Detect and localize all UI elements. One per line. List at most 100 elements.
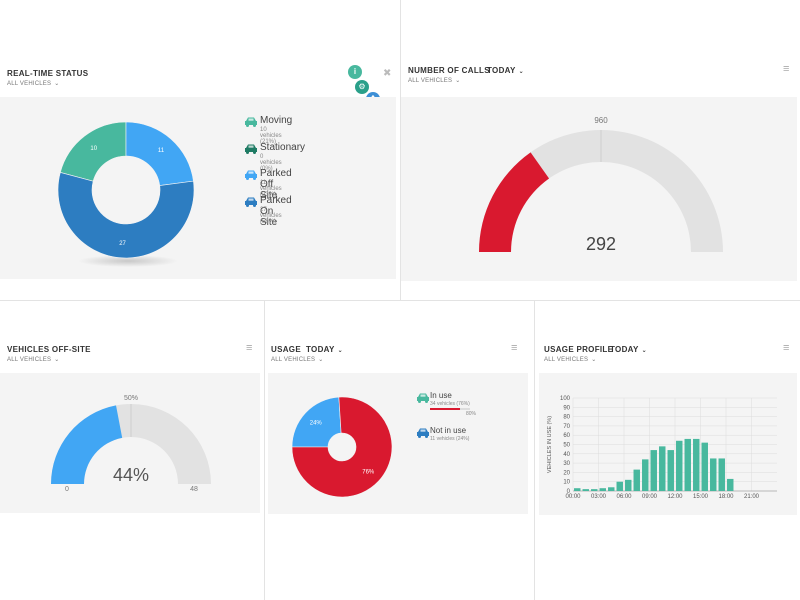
gear-icon: ⚙ <box>358 82 366 91</box>
legend-label: Parked On Site <box>260 194 292 228</box>
hamburger-menu-icon[interactable]: ≡ <box>511 342 518 354</box>
y-tick-label: 50 <box>563 443 570 449</box>
hamburger-menu-icon[interactable]: ≡ <box>246 342 253 354</box>
vehicle-filter-dropdown[interactable]: ALL VEHICLES ⌄ <box>408 77 460 84</box>
bar[interactable] <box>591 489 598 491</box>
title-text: USAGE <box>271 345 301 354</box>
widget-title: USAGE <box>271 345 301 354</box>
hamburger-menu-icon[interactable]: ≡ <box>783 63 790 75</box>
bar[interactable] <box>727 478 734 491</box>
usage-widget: USAGE TODAY ⌄ ALL VEHICLES ⌄ ≡ 24% 76% In u… <box>265 301 534 600</box>
info-button[interactable]: i <box>348 65 362 79</box>
period-label: TODAY <box>487 66 516 75</box>
gauge-fill <box>479 152 550 252</box>
pie-slice-label: 24% <box>310 420 323 426</box>
realtime-card: 10 11 27 Moving 10 vehicles (21%) Stationary… <box>0 97 396 279</box>
vehicle-filter-dropdown[interactable]: ALL VEHICLES ⌄ <box>271 356 323 363</box>
bar[interactable] <box>582 489 589 491</box>
gauge-value: 292 <box>586 234 616 254</box>
bar[interactable] <box>693 438 700 491</box>
filter-label: ALL VEHICLES <box>271 357 316 363</box>
y-tick-label: 80 <box>563 415 570 421</box>
y-tick-label: 10 <box>563 480 570 486</box>
title-text: USAGE PROFILE <box>544 345 614 354</box>
info-icon: i <box>353 67 357 76</box>
widget-title: USAGE PROFILE <box>544 345 613 354</box>
bar[interactable] <box>710 458 717 491</box>
filter-label: ALL VEHICLES <box>544 357 589 363</box>
y-axis-label: VEHICLES IN USE (%) <box>547 416 553 473</box>
bar[interactable] <box>684 438 691 491</box>
hamburger-menu-icon[interactable]: ≡ <box>783 342 790 354</box>
legend-label: Not in use <box>430 426 467 435</box>
period-dropdown[interactable]: TODAY ⌄ <box>610 345 647 354</box>
bar[interactable] <box>667 450 674 491</box>
chevron-down-icon: ⌄ <box>591 357 597 363</box>
chevron-down-icon: ⌄ <box>455 78 461 84</box>
bar[interactable] <box>599 488 606 491</box>
gauge-max-label: 48 <box>190 486 198 493</box>
bar[interactable] <box>608 487 615 491</box>
donut-slice[interactable] <box>57 172 195 259</box>
y-tick-label: 40 <box>563 452 570 458</box>
car-icon <box>245 144 257 154</box>
settings-button[interactable]: ⚙ <box>355 80 369 94</box>
donut-slice-label: 27 <box>119 241 126 247</box>
bar[interactable] <box>718 458 725 491</box>
bar[interactable] <box>574 488 581 491</box>
chevron-down-icon: ⌄ <box>641 348 647 354</box>
x-tick-label: 00:00 <box>565 494 581 500</box>
vehicle-filter-dropdown[interactable]: ALL VEHICLES ⌄ <box>544 356 596 363</box>
pie-slice[interactable] <box>291 396 393 498</box>
x-tick-label: 18:00 <box>718 494 734 500</box>
usage-target-label: 80% <box>466 411 477 417</box>
chevron-down-icon: ⌄ <box>318 357 324 363</box>
usage-profile-widget: USAGE PROFILE TODAY ⌄ ALL VEHICLES ⌄ ≡ 0 10… <box>535 301 800 600</box>
pie-slice-label: 76% <box>362 470 375 476</box>
widget-title: VEHICLES OFF-SITE <box>7 345 91 354</box>
x-tick-label: 06:00 <box>616 494 632 500</box>
car-icon <box>245 170 257 180</box>
donut-slice-label: 10 <box>90 146 97 152</box>
donut-shadow <box>78 255 178 267</box>
widget-title: NUMBER OF CALLS <box>408 66 490 75</box>
period-dropdown[interactable]: TODAY ⌄ <box>487 66 524 75</box>
period-label: TODAY <box>306 345 335 354</box>
bar[interactable] <box>642 459 649 491</box>
donut-slice-label: 11 <box>158 148 165 154</box>
vehicle-filter-dropdown[interactable]: ALL VEHICLES ⌄ <box>7 356 59 363</box>
bar[interactable] <box>659 446 666 491</box>
bar[interactable] <box>625 479 632 491</box>
y-tick-label: 30 <box>563 461 570 467</box>
period-dropdown[interactable]: TODAY ⌄ <box>306 345 343 354</box>
bar[interactable] <box>676 440 683 491</box>
y-tick-label: 100 <box>560 396 571 402</box>
close-button[interactable]: ✖ <box>383 68 391 79</box>
pie-slice[interactable] <box>291 396 342 448</box>
vehicles-offsite-widget: VEHICLES OFF-SITE ALL VEHICLES ⌄ ≡ 50% 0 … <box>0 301 264 600</box>
gauge-min-label: 0 <box>65 486 69 493</box>
close-icon: ✖ <box>383 68 392 79</box>
divider-horizontal <box>0 300 800 301</box>
bar[interactable] <box>633 469 640 491</box>
legend-sublabel: 27 vehicles (56%) <box>260 206 282 225</box>
offsite-gauge: 50% 0 48 44% <box>51 395 211 493</box>
legend-sublabel: 34 vehicles (76%) <box>430 401 470 407</box>
gauge-max-label: 960 <box>594 116 608 125</box>
bar[interactable] <box>616 481 623 491</box>
gauge-fill <box>51 405 123 484</box>
calls-gauge: 960 292 <box>479 116 723 254</box>
usage-profile-bar-chart: 0 10 20 30 40 50 60 70 80 90 100 00:00 03:00 06:00 09:… <box>547 396 777 500</box>
profile-card: 0 10 20 30 40 50 60 70 80 90 100 00:00 03:00 06:00 09:… <box>539 373 797 515</box>
y-tick-label: 70 <box>563 424 570 430</box>
title-text: NUMBER OF CALLS <box>408 66 490 75</box>
x-tick-label: 03:00 <box>591 494 607 500</box>
filter-label: ALL VEHICLES <box>7 81 52 87</box>
y-tick-label: 0 <box>567 489 571 495</box>
y-tick-label: 90 <box>563 405 570 411</box>
gauge-track <box>479 130 723 252</box>
bar[interactable] <box>650 450 657 491</box>
car-icon <box>417 393 429 403</box>
vehicle-filter-dropdown[interactable]: ALL VEHICLES ⌄ <box>7 80 59 87</box>
bar[interactable] <box>701 442 708 491</box>
